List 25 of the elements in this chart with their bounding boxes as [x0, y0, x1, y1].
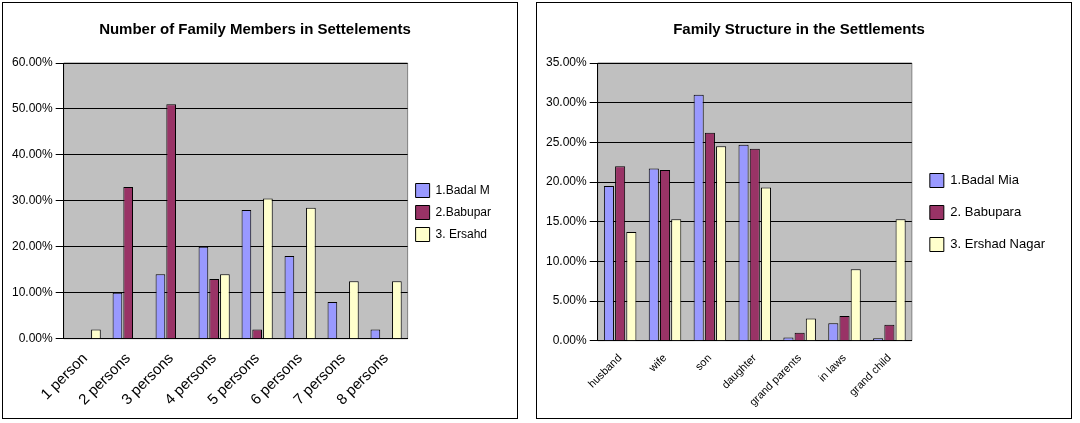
- y-tick-label: 30.00%: [12, 193, 54, 208]
- legend-label: 3. Ershad Nagar: [950, 236, 1046, 252]
- chart-title: Family Structure in the Settlements: [673, 20, 925, 38]
- y-tick-label: 50.00%: [12, 101, 54, 116]
- y-tick-label: 10.00%: [12, 285, 54, 300]
- y-tick-label: 0.00%: [18, 331, 54, 345]
- y-tick-label: 25.00%: [546, 134, 588, 149]
- legend-label: 1.Badal Mia: [950, 172, 1020, 188]
- legend-label: 2. Babupara: [950, 204, 1022, 220]
- y-tick-label: 5.00%: [552, 293, 588, 308]
- y-tick-label: 20.00%: [546, 174, 588, 189]
- x-tick-label: son: [692, 351, 714, 373]
- y-tick-label: 15.00%: [546, 213, 588, 228]
- y-tick-label: 40.00%: [12, 147, 54, 162]
- legend-label: 1.Badal M: [435, 182, 490, 197]
- legend-label: 3. Ersahd: [435, 226, 487, 241]
- y-tick-label: 0.00%: [552, 332, 588, 347]
- x-tick-label: wife: [645, 351, 669, 375]
- chart-title: Number of Family Members in Settelements: [99, 20, 411, 38]
- y-tick-label: 35.00%: [546, 55, 588, 70]
- y-tick-label: 20.00%: [12, 239, 54, 254]
- y-tick-label: 10.00%: [546, 253, 588, 268]
- legend-label: 2.Babupar: [435, 204, 492, 219]
- y-tick-label: 60.00%: [12, 55, 54, 70]
- y-tick-label: 30.00%: [546, 94, 588, 109]
